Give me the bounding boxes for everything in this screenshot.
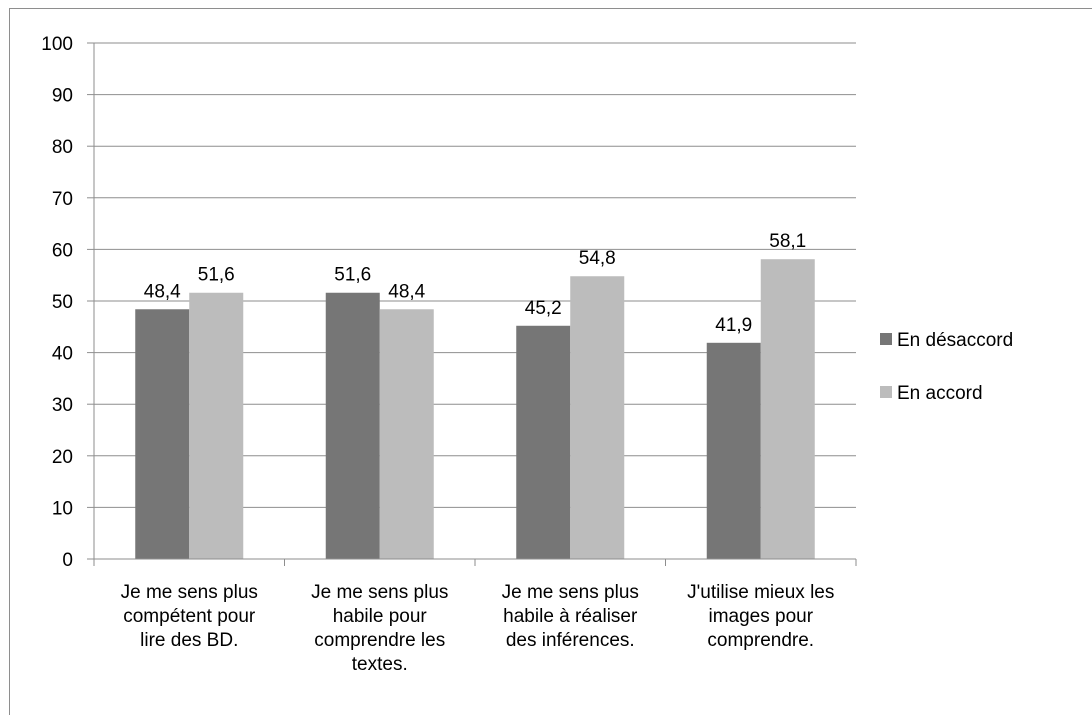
- x-category-label: Je me sens plus: [502, 582, 639, 603]
- data-label: 45,2: [525, 298, 562, 319]
- data-label: 41,9: [715, 315, 752, 336]
- x-category-label: Je me sens plus: [311, 582, 448, 603]
- bar: [760, 259, 815, 559]
- x-category-label: J'utilise mieux les: [687, 582, 834, 603]
- x-category-label: textes.: [352, 654, 408, 675]
- bar: [189, 292, 244, 559]
- legend-swatch: [880, 333, 892, 345]
- y-tick-label: 50: [52, 292, 73, 313]
- bar: [706, 342, 761, 559]
- x-category-label: comprendre les: [314, 630, 445, 651]
- x-category-label: habile à réaliser: [503, 606, 638, 627]
- bar: [570, 276, 625, 559]
- x-category-label: habile pour: [333, 606, 428, 627]
- data-label: 48,4: [388, 281, 425, 302]
- data-label: 51,6: [334, 265, 371, 286]
- bar: [516, 325, 571, 559]
- data-label: 54,8: [579, 248, 616, 269]
- y-tick-label: 10: [52, 498, 73, 519]
- y-tick-label: 100: [41, 34, 73, 55]
- bar: [379, 309, 434, 559]
- data-label: 51,6: [198, 265, 235, 286]
- legend-label: En accord: [897, 383, 983, 404]
- y-tick-label: 20: [52, 447, 73, 468]
- data-labels: 48,4 51,6 51,6 48,4 45,2 54,8 41,9 58,1: [144, 231, 806, 336]
- y-tick-label: 30: [52, 395, 73, 416]
- x-category-label: des inférences.: [506, 630, 635, 651]
- y-tick-label: 70: [52, 189, 73, 210]
- legend-label: En désaccord: [897, 330, 1013, 351]
- x-category-label: compétent pour: [123, 606, 256, 627]
- data-label: 58,1: [769, 231, 806, 252]
- x-category-label: images pour: [708, 606, 813, 627]
- x-category-label: Je me sens plus: [121, 582, 258, 603]
- x-category-label: lire des BD.: [140, 630, 238, 651]
- y-tick-label: 40: [52, 344, 73, 365]
- legend: En désaccord En accord: [880, 330, 1013, 404]
- data-label: 48,4: [144, 281, 181, 302]
- bars: [135, 259, 815, 559]
- bar: [135, 309, 190, 559]
- x-category-label: comprendre.: [707, 630, 814, 651]
- y-tick-label: 80: [52, 137, 73, 158]
- legend-swatch: [880, 386, 892, 398]
- axes: [87, 42, 857, 566]
- y-tick-label: 90: [52, 86, 73, 107]
- y-tick-label: 60: [52, 240, 73, 261]
- chart-frame: [9, 8, 1092, 715]
- bar: [325, 292, 380, 559]
- y-axis-ticks: 0 10 20 30 40 50 60 70 80 90 100: [41, 34, 73, 571]
- x-axis-categories: Je me sens plus compétent pour lire des BD…: [121, 582, 835, 675]
- y-tick-label: 0: [62, 550, 73, 571]
